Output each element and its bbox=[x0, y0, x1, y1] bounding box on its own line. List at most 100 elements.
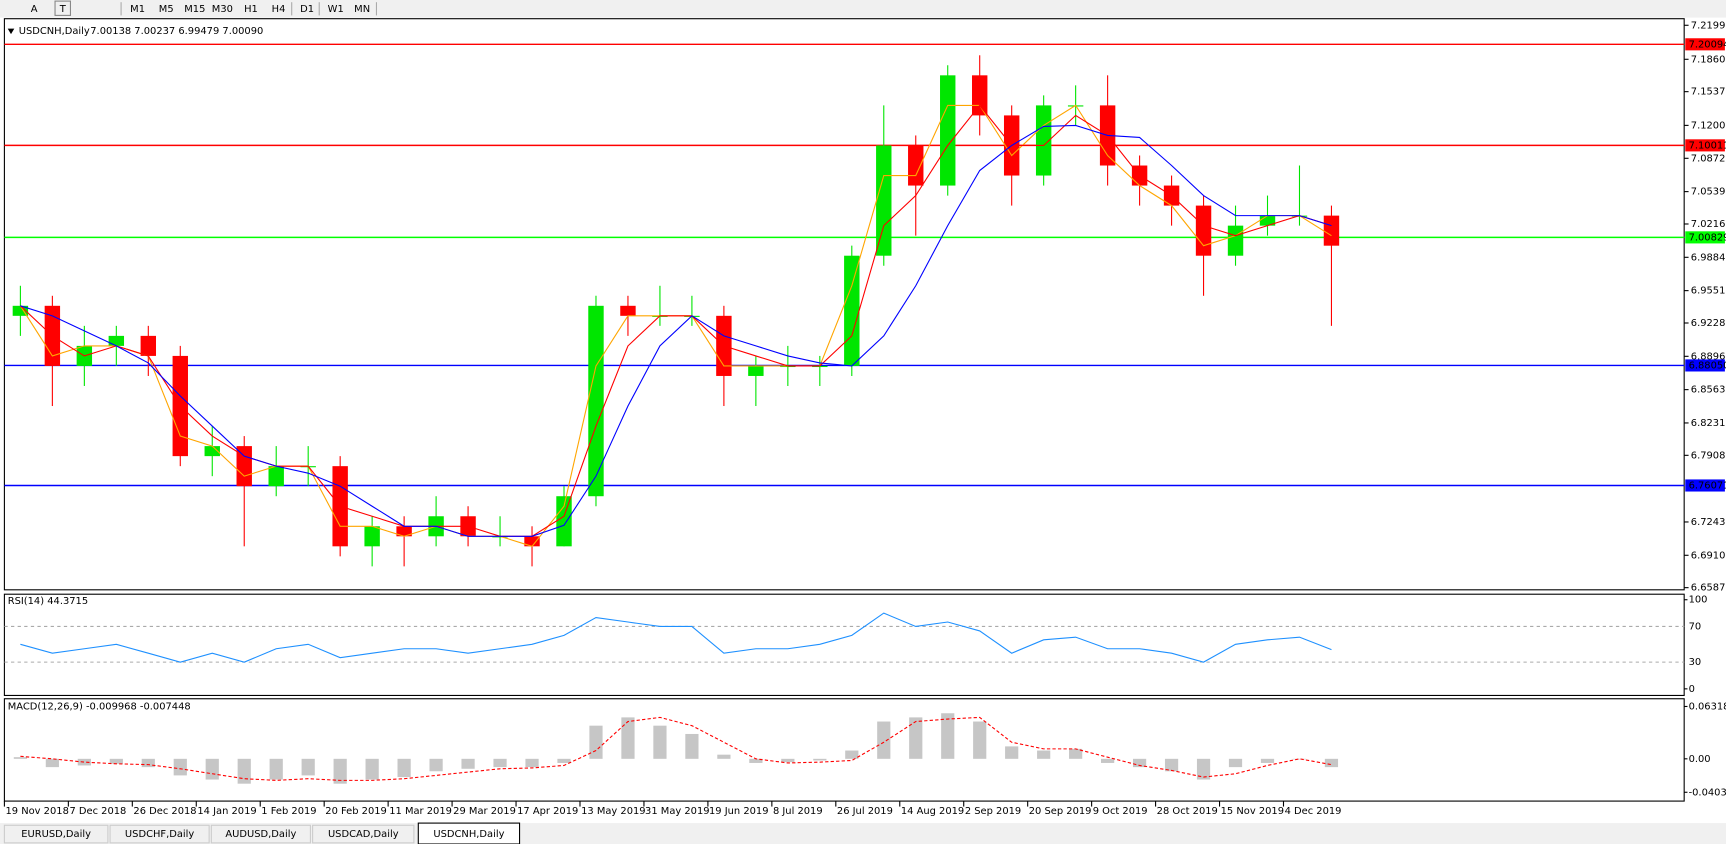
macd-tick-label: 0.063184 bbox=[1689, 701, 1726, 712]
candle-body bbox=[236, 446, 252, 487]
rsi-tick-label: 30 bbox=[1689, 657, 1702, 668]
x-tick-label: 7 Dec 2018 bbox=[69, 806, 126, 817]
macd-bar bbox=[1260, 758, 1275, 763]
macd-bar bbox=[1228, 758, 1243, 768]
tab-label[interactable]: USDCHF,Daily bbox=[125, 829, 194, 840]
y-tick-label: 6.82310 bbox=[1691, 418, 1726, 429]
tool-label[interactable]: T bbox=[59, 4, 67, 15]
tab-label[interactable]: AUDUSD,Daily bbox=[225, 829, 296, 840]
level-label-box bbox=[1685, 38, 1725, 51]
rsi-line bbox=[20, 612, 1332, 663]
tool-button[interactable] bbox=[26, 1, 42, 16]
period-button[interactable]: MN bbox=[354, 4, 370, 15]
candle-body bbox=[396, 526, 412, 537]
tab[interactable] bbox=[109, 824, 210, 844]
macd-bar bbox=[781, 758, 795, 763]
y-tick-label: 6.92285 bbox=[1691, 318, 1726, 329]
x-tick-label: 19 Jun 2019 bbox=[709, 806, 769, 817]
period-button[interactable]: H1 bbox=[244, 4, 258, 15]
candle-body bbox=[940, 75, 956, 186]
period-button[interactable]: W1 bbox=[328, 4, 344, 15]
x-tick-label: 8 Jul 2019 bbox=[773, 806, 823, 817]
macd-bar bbox=[141, 758, 155, 768]
candle-body bbox=[556, 496, 572, 547]
tab[interactable] bbox=[312, 824, 415, 844]
macd-bar bbox=[397, 758, 411, 778]
macd-bar bbox=[77, 758, 91, 766]
macd-label: MACD(12,26,9) -0.009968 -0.007448 bbox=[8, 701, 191, 712]
candle-body bbox=[140, 335, 157, 356]
candle-body bbox=[524, 536, 540, 547]
tab-label[interactable]: EURUSD,Daily bbox=[21, 829, 91, 840]
macd-bar bbox=[205, 758, 219, 780]
level-label-box bbox=[1685, 231, 1725, 244]
toolbar bbox=[0, 0, 1726, 18]
period-button[interactable]: D1 bbox=[300, 4, 314, 15]
tab[interactable] bbox=[3, 824, 109, 844]
x-tick-label: 28 Oct 2019 bbox=[1157, 806, 1218, 817]
chart-window bbox=[0, 18, 1726, 822]
macd-bar bbox=[461, 758, 475, 769]
tab-label[interactable]: USDCAD,Daily bbox=[328, 829, 399, 840]
candle-body bbox=[364, 526, 380, 547]
macd-bar bbox=[877, 721, 891, 759]
candle-body bbox=[876, 145, 892, 256]
candle-body bbox=[908, 145, 924, 186]
macd-bar bbox=[813, 758, 827, 761]
y-tick-label: 6.85635 bbox=[1691, 385, 1726, 396]
x-tick-label: 9 Oct 2019 bbox=[1093, 806, 1148, 817]
macd-bar bbox=[173, 758, 187, 776]
level-label: 6.88050 bbox=[1689, 360, 1726, 371]
x-tick-label: 19 Nov 2018 bbox=[6, 806, 69, 817]
y-tick-label: 6.88960 bbox=[1691, 351, 1726, 362]
y-tick-label: 6.69105 bbox=[1691, 550, 1726, 561]
period-button[interactable]: M15 bbox=[184, 4, 205, 15]
y-tick-label: 6.95515 bbox=[1691, 286, 1726, 297]
level-label: 6.76071 bbox=[1689, 480, 1726, 491]
tab-label[interactable]: USDCNH,Daily bbox=[433, 829, 504, 840]
period-button[interactable]: H4 bbox=[272, 4, 286, 15]
macd-bar bbox=[237, 758, 251, 784]
tab[interactable] bbox=[417, 822, 521, 844]
tool-label[interactable]: A bbox=[31, 4, 38, 15]
x-tick-label: 2 Sep 2019 bbox=[965, 806, 1021, 817]
macd-bar bbox=[1324, 758, 1339, 768]
moving-average bbox=[20, 124, 1332, 537]
candle-body bbox=[844, 255, 860, 366]
period-button[interactable]: M5 bbox=[159, 4, 174, 15]
collapse-icon bbox=[7, 28, 15, 35]
y-tick-label: 6.72430 bbox=[1691, 517, 1726, 528]
y-tick-label: 7.12005 bbox=[1691, 120, 1726, 131]
x-tick-label: 20 Feb 2019 bbox=[325, 806, 387, 817]
level-label: 7.00829 bbox=[1689, 232, 1726, 243]
x-tick-label: 11 Mar 2019 bbox=[389, 806, 452, 817]
candle-body bbox=[1323, 215, 1340, 246]
rsi-tick-label: 100 bbox=[1689, 595, 1708, 606]
period-button[interactable]: M1 bbox=[130, 4, 145, 15]
macd-bar bbox=[717, 754, 731, 759]
y-tick-label: 7.21995 bbox=[1691, 20, 1726, 31]
y-tick-label: 7.15370 bbox=[1691, 87, 1726, 98]
period-button[interactable]: M30 bbox=[212, 4, 233, 15]
tool-button[interactable] bbox=[54, 0, 71, 16]
macd-bar bbox=[621, 717, 635, 759]
rsi-label: RSI(14) 44.3715 bbox=[8, 596, 88, 607]
y-tick-label: 6.65875 bbox=[1691, 583, 1726, 594]
x-tick-label: 31 May 2019 bbox=[645, 806, 710, 817]
macd-bar bbox=[1164, 758, 1179, 772]
level-label: 7.10011 bbox=[1689, 140, 1726, 151]
moving-average bbox=[20, 104, 1332, 537]
macd-bar bbox=[749, 758, 763, 763]
macd-bar bbox=[525, 758, 539, 768]
price-pane bbox=[3, 18, 1685, 591]
macd-bar bbox=[685, 733, 699, 759]
macd-bar bbox=[493, 758, 507, 768]
macd-signal bbox=[20, 716, 1332, 781]
candle-body bbox=[620, 305, 636, 316]
macd-bar bbox=[1069, 748, 1083, 759]
macd-bar bbox=[429, 758, 443, 772]
macd-tick-label: 0.00 bbox=[1689, 754, 1711, 765]
tab[interactable] bbox=[210, 824, 311, 844]
x-tick-label: 15 Nov 2019 bbox=[1221, 806, 1284, 817]
